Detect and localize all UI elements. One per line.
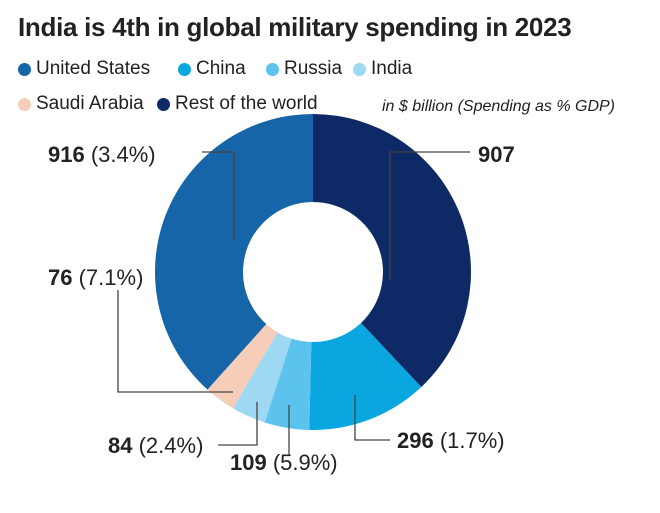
data-label-value: 109 (230, 450, 267, 475)
data-label-gdp: (5.9%) (267, 450, 338, 475)
legend-label: India (371, 58, 413, 79)
data-label-value: 916 (48, 142, 85, 167)
legend-swatch (18, 97, 31, 111)
legend-item: China (178, 58, 246, 80)
leader-line (389, 151, 470, 280)
legend-swatch (18, 62, 31, 76)
data-label-value: 296 (397, 428, 434, 453)
data-label-value: 84 (108, 433, 133, 458)
slice-india (232, 332, 292, 423)
chart-title: India is 4th in global military spending… (18, 12, 572, 42)
legend-item: Russia (266, 58, 342, 80)
legend-item: United States (18, 58, 150, 80)
data-label: 109 (5.9%) (230, 450, 338, 475)
slice-rest-of-the-world (313, 114, 472, 388)
legend-swatch (353, 62, 366, 76)
data-label: 916 (3.4%) (48, 142, 156, 167)
legend-item: Rest of the world (157, 93, 318, 115)
data-label-gdp: (2.4%) (132, 433, 203, 458)
data-label: 84 (2.4%) (108, 433, 203, 458)
slice-saudi-arabia (207, 324, 278, 409)
legend-label: Saudi Arabia (36, 93, 144, 114)
data-label-gdp: (1.7%) (434, 428, 505, 453)
leader-line (202, 151, 235, 240)
legend-label: China (196, 58, 246, 79)
slice-united-states (154, 114, 313, 390)
slice-china (309, 322, 422, 430)
data-label: 296 (1.7%) (397, 428, 505, 453)
data-label-value: 76 (48, 265, 72, 290)
data-label-gdp: (7.1%) (72, 265, 143, 290)
data-label-value: 907 (478, 142, 515, 167)
legend-item: Saudi Arabia (18, 93, 144, 115)
slice-russia (264, 338, 312, 430)
data-label: 907 (478, 142, 515, 167)
legend-label: Russia (284, 58, 343, 79)
leader-line (117, 290, 233, 393)
leader-line (218, 402, 258, 446)
data-label: 76 (7.1%) (48, 265, 143, 290)
legend-label: United States (36, 58, 151, 79)
leader-line (354, 395, 390, 441)
legend-swatch (266, 62, 279, 76)
legend-item: India (353, 58, 412, 80)
data-label-gdp: (3.4%) (85, 142, 156, 167)
legend-swatch (178, 62, 191, 76)
legend-swatch (157, 97, 170, 111)
unit-note: in $ billion (Spending as % GDP) (382, 98, 616, 115)
legend-label: Rest of the world (175, 93, 318, 114)
